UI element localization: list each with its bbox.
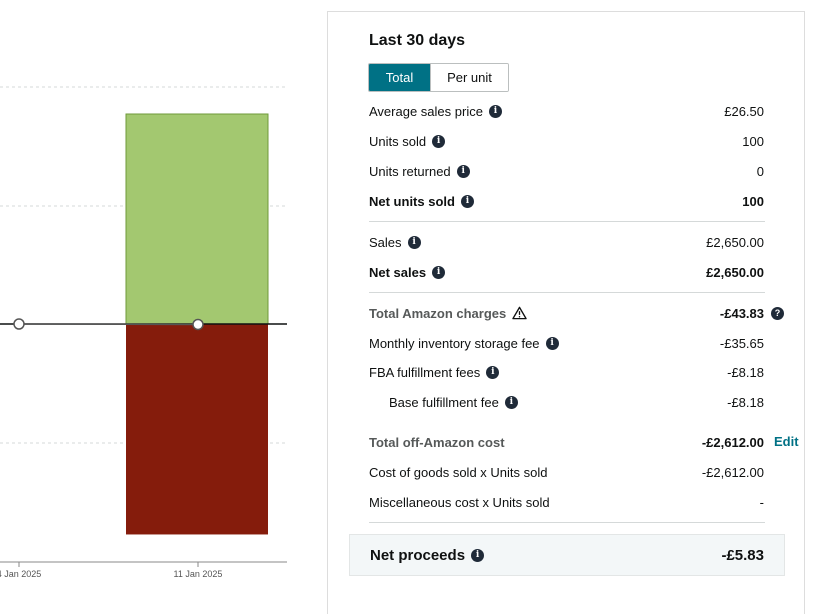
bars: [125, 113, 269, 535]
sales-label: Sales: [369, 234, 402, 250]
info-icon[interactable]: i: [432, 265, 446, 279]
cogs-value: -£2,612.00: [701, 464, 764, 480]
total-off-amazon-cost-label: Total off-Amazon cost: [369, 434, 505, 450]
units-returned-label: Units returned: [369, 163, 451, 179]
net-units-sold-value: 100: [742, 193, 764, 209]
monthly-storage-fee-value: -£35.65: [719, 335, 764, 351]
divider: [369, 221, 765, 222]
profit-chart: 4 Jan 2025 11 Jan 2025: [0, 0, 300, 614]
average-sales-price-row: Average sales price i £26.50: [369, 101, 764, 121]
profitability-panel: Last 30 days Total Per unit Average sale…: [327, 11, 805, 614]
average-sales-price-value: £26.50: [724, 103, 764, 119]
line-point: [13, 318, 25, 330]
divider: [369, 292, 765, 293]
units-sold-value: 100: [742, 133, 764, 149]
units-returned-value: 0: [756, 163, 764, 179]
info-icon[interactable]: i: [460, 194, 474, 208]
info-icon[interactable]: i: [504, 395, 518, 409]
fba-fulfillment-fees-value: -£8.18: [727, 364, 764, 380]
net-sales-row: Net sales i £2,650.00: [369, 262, 764, 282]
per-unit-toggle-button[interactable]: Per unit: [430, 64, 508, 91]
misc-cost-label: Miscellaneous cost x Units sold: [369, 494, 550, 510]
net-sales-value: £2,650.00: [706, 264, 764, 280]
net-proceeds-box: Net proceeds i -£5.83: [349, 534, 785, 576]
info-icon[interactable]: i: [456, 164, 470, 178]
info-icon[interactable]: i: [407, 235, 421, 249]
edit-off-amazon-cost-link[interactable]: Edit: [774, 434, 799, 449]
units-sold-label: Units sold: [369, 133, 427, 149]
sales-row: Sales i £2,650.00: [369, 232, 764, 252]
tick-label: 4 Jan 2025: [0, 569, 41, 579]
panel-title: Last 30 days: [369, 32, 466, 49]
fba-fulfillment-fees-row: FBA fulfillment fees i -£8.18: [369, 362, 764, 382]
base-fulfillment-fee-label: Base fulfillment fee: [389, 394, 499, 410]
sales-value: £2,650.00: [706, 234, 764, 250]
monthly-storage-fee-row: Monthly inventory storage fee i -£35.65: [369, 333, 764, 353]
total-off-amazon-cost-row: Total off-Amazon cost -£2,612.00: [369, 432, 764, 452]
base-fulfillment-fee-value: -£8.18: [727, 394, 764, 410]
info-icon[interactable]: i: [545, 336, 559, 350]
average-sales-price-label: Average sales price: [369, 103, 483, 119]
misc-cost-value: -: [759, 494, 764, 510]
negative-bar: [126, 324, 268, 535]
cogs-label: Cost of goods sold x Units sold: [369, 464, 548, 480]
x-axis-ticks: 4 Jan 2025 11 Jan 2025: [0, 562, 222, 579]
tick-label: 11 Jan 2025: [174, 569, 223, 579]
net-units-sold-row: Net units sold i 100: [369, 191, 764, 211]
cogs-row: Cost of goods sold x Units sold -£2,612.…: [369, 462, 764, 482]
total-per-unit-toggle: Total Per unit: [368, 63, 509, 92]
info-icon[interactable]: i: [486, 365, 500, 379]
total-toggle-button[interactable]: Total: [369, 64, 430, 91]
net-units-sold-label: Net units sold: [369, 193, 455, 209]
monthly-storage-fee-label: Monthly inventory storage fee: [369, 335, 540, 351]
misc-cost-row: Miscellaneous cost x Units sold -: [369, 492, 764, 512]
line-point: [192, 318, 204, 331]
units-returned-row: Units returned i 0: [369, 161, 764, 181]
net-proceeds-line: [13, 318, 204, 331]
total-amazon-charges-value: -£43.83: [719, 305, 764, 321]
net-sales-label: Net sales: [369, 264, 427, 280]
total-amazon-charges-row: Total Amazon charges -£43.83: [369, 303, 764, 323]
divider: [369, 522, 765, 523]
warning-triangle-icon[interactable]: [512, 306, 527, 320]
info-icon[interactable]: i: [488, 104, 502, 118]
fba-fulfillment-fees-label: FBA fulfillment fees: [369, 364, 481, 380]
total-off-amazon-cost-value: -£2,612.00: [701, 434, 764, 450]
chart-svg: 4 Jan 2025 11 Jan 2025: [0, 86, 287, 579]
net-proceeds-label: Net proceeds: [370, 546, 466, 564]
question-icon[interactable]: ?: [771, 307, 784, 320]
info-icon[interactable]: i: [471, 548, 485, 562]
base-fulfillment-fee-row: Base fulfillment fee i -£8.18: [389, 392, 764, 412]
positive-bar: [125, 113, 269, 325]
net-proceeds-value: -£5.83: [721, 546, 764, 564]
info-icon[interactable]: i: [432, 134, 446, 148]
total-amazon-charges-label: Total Amazon charges: [369, 305, 507, 321]
units-sold-row: Units sold i 100: [369, 131, 764, 151]
